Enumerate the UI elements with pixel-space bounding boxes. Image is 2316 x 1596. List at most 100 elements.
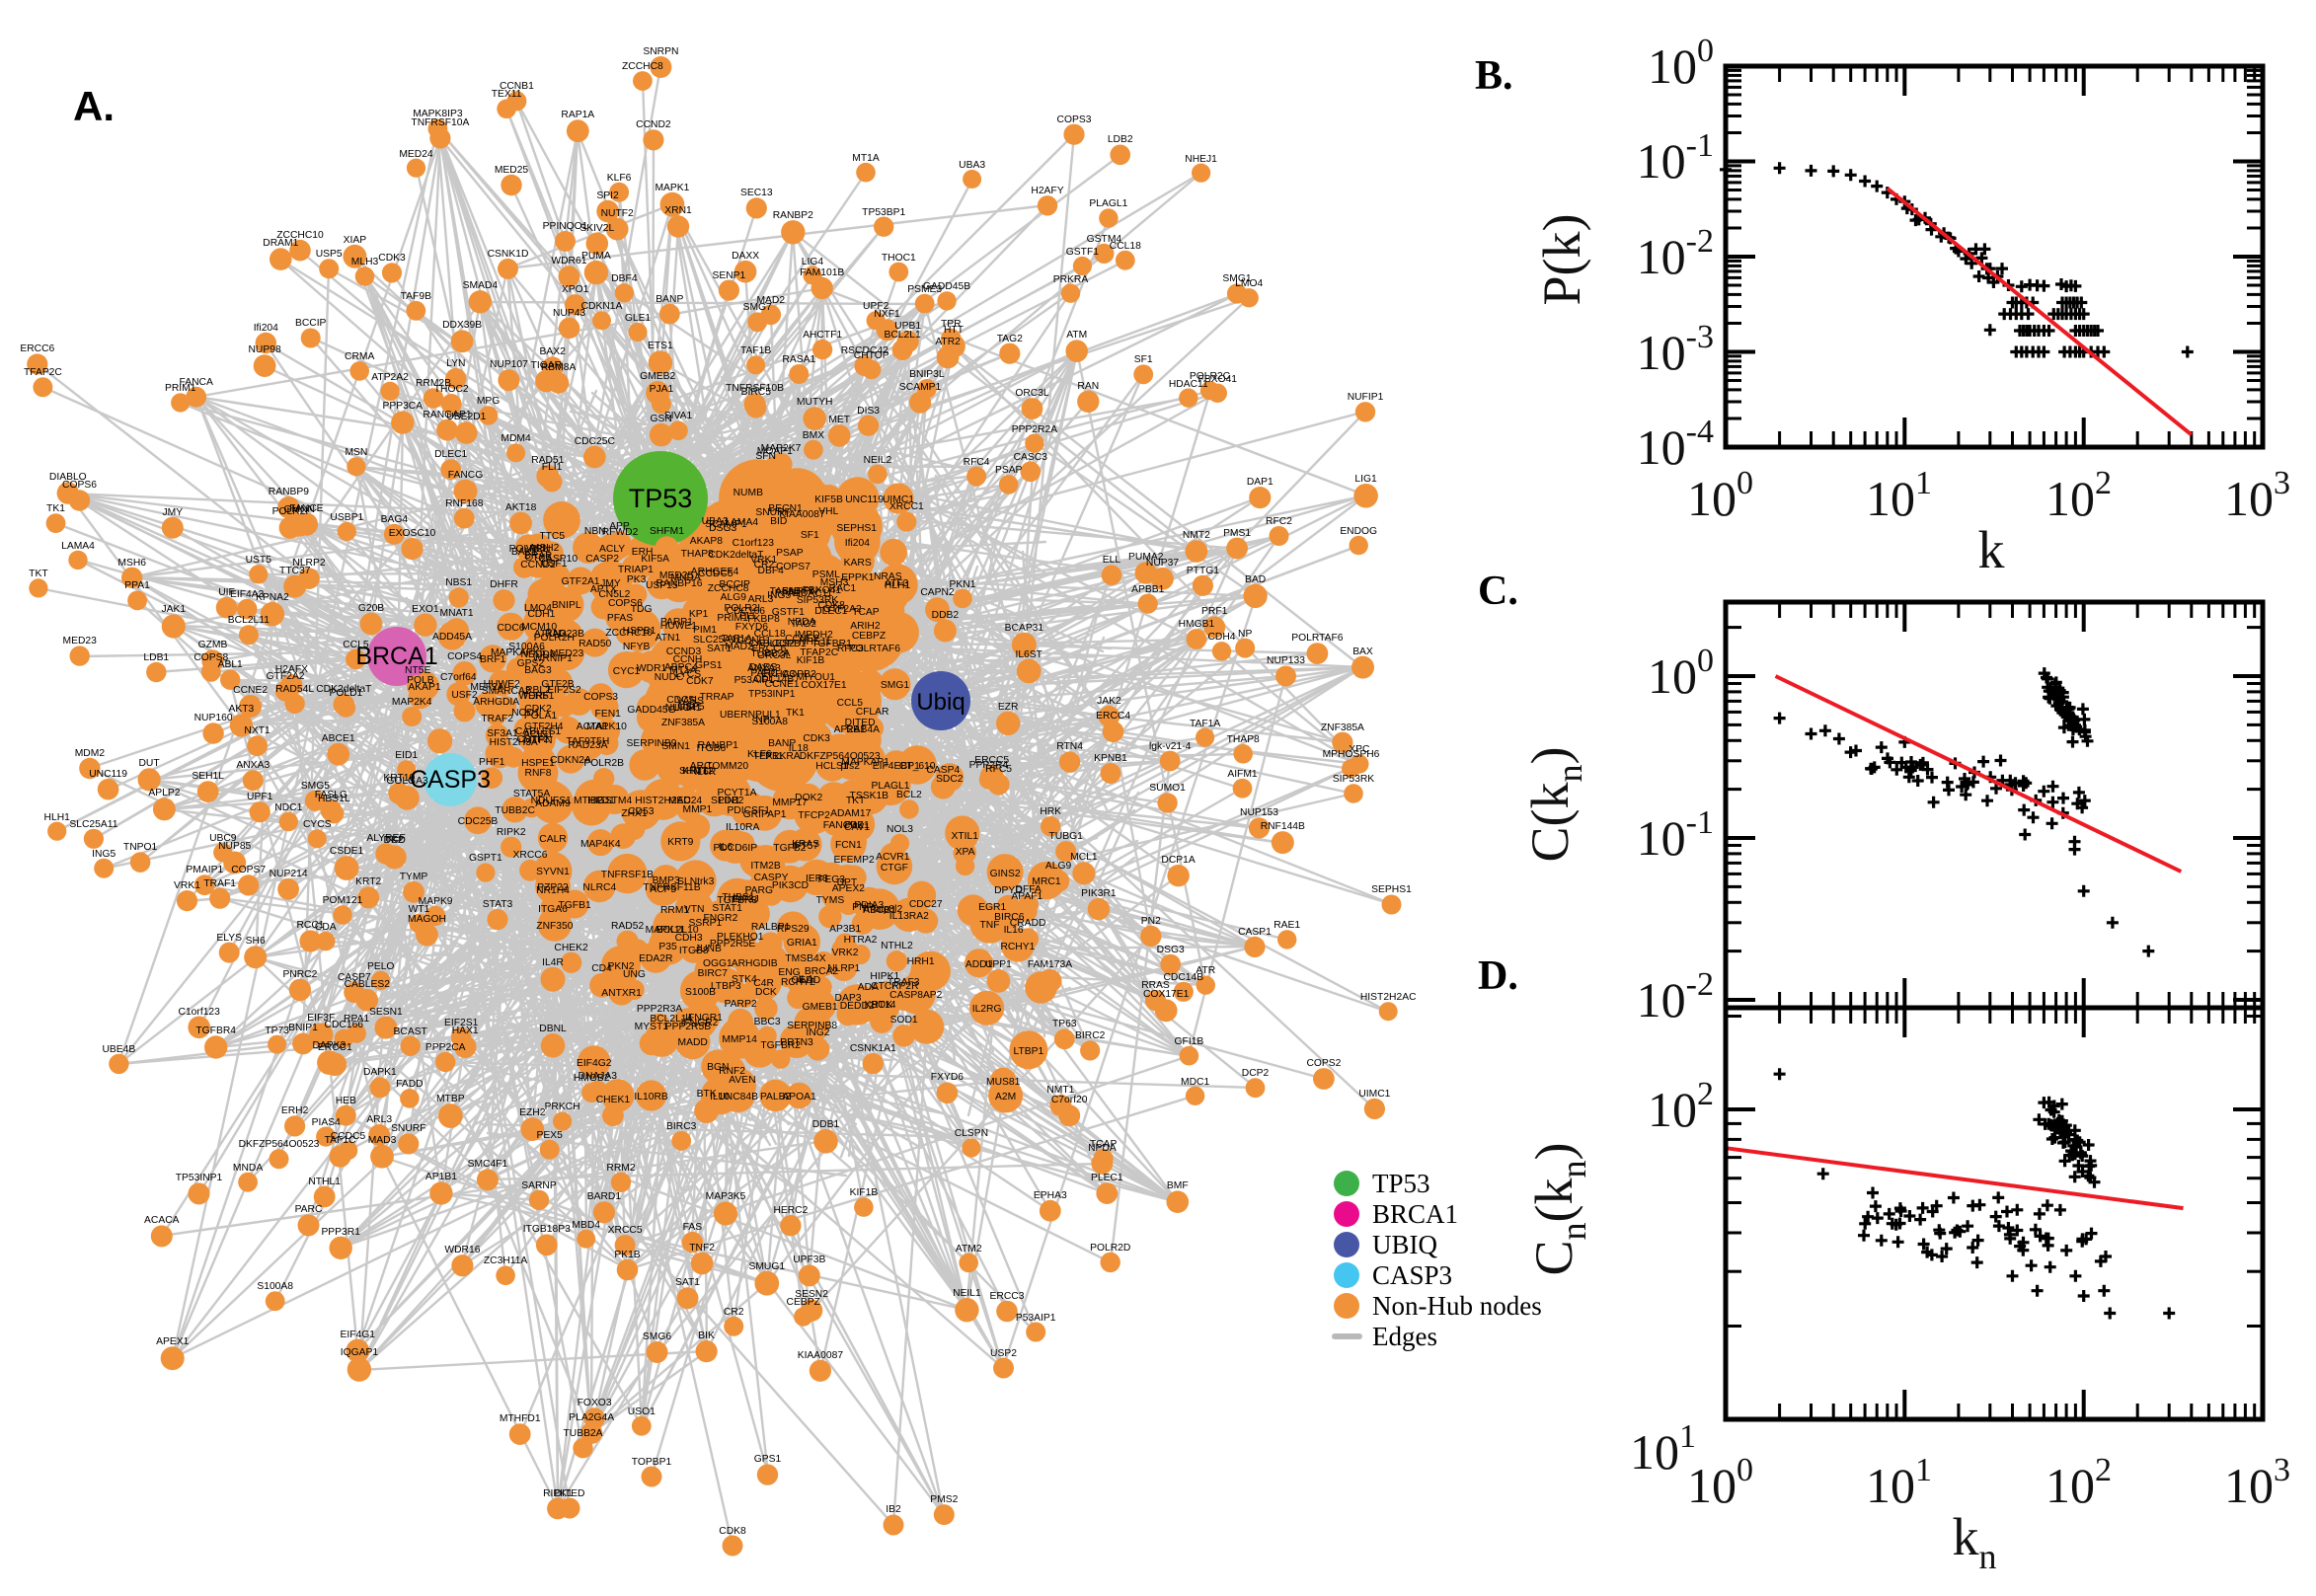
svg-text:FANCG: FANCG [448, 470, 483, 481]
svg-text:BCL2L11: BCL2L11 [228, 615, 270, 626]
svg-text:ERCC4: ERCC4 [1096, 711, 1130, 722]
svg-text:NFYB: NFYB [623, 642, 651, 652]
svg-text:NMT2: NMT2 [1183, 530, 1210, 541]
svg-text:CLSPN: CLSPN [955, 1128, 988, 1139]
svg-text:PTTG1: PTTG1 [1187, 566, 1219, 576]
svg-text:USBP1: USBP1 [330, 512, 363, 523]
svg-text:TKT: TKT [29, 569, 48, 579]
svg-text:EIF4A3: EIF4A3 [230, 589, 265, 600]
svg-text:GSN: GSN [651, 414, 672, 424]
svg-text:ANXA3: ANXA3 [236, 760, 270, 771]
svg-text:PRKRA: PRKRA [1053, 274, 1089, 285]
svg-text:PPP2CA: PPP2CA [425, 1042, 466, 1053]
svg-text:VRK1: VRK1 [174, 880, 200, 891]
svg-text:CASP3: CASP3 [410, 766, 491, 794]
svg-text:MCL1: MCL1 [1070, 852, 1098, 863]
svg-text:WDR16: WDR16 [444, 1245, 480, 1255]
svg-text:SLC25A11: SLC25A11 [693, 635, 741, 646]
svg-text:STAT1: STAT1 [712, 903, 742, 914]
svg-text:MMP1: MMP1 [683, 804, 713, 815]
svg-text:KIF5A: KIF5A [641, 554, 669, 565]
svg-text:AP2B1: AP2B1 [834, 724, 866, 735]
svg-text:MET: MET [828, 415, 850, 425]
svg-text:SAT1: SAT1 [675, 1277, 700, 1288]
svg-text:DARS: DARS [749, 662, 778, 673]
svg-text:APBB1: APBB1 [1131, 584, 1164, 595]
svg-text:DCP1A: DCP1A [1161, 855, 1195, 866]
svg-text:COPS7: COPS7 [231, 865, 266, 875]
svg-text:EIF2S1: EIF2S1 [444, 1018, 479, 1028]
svg-text:PELO: PELO [367, 961, 394, 972]
svg-text:EIF4EBP1: EIF4EBP1 [873, 761, 920, 772]
svg-text:EXO1: EXO1 [412, 604, 439, 615]
svg-text:MBD4: MBD4 [572, 1220, 600, 1231]
svg-text:GINS2: GINS2 [990, 869, 1021, 879]
svg-text:B.: B. [1475, 53, 1513, 99]
svg-text:PARP2: PARP2 [725, 999, 757, 1010]
svg-text:AKAP8: AKAP8 [690, 536, 723, 547]
svg-text:ETS1: ETS1 [648, 341, 673, 351]
svg-text:P(k): P(k) [1532, 214, 1591, 306]
svg-text:UBERNPUL1: UBERNPUL1 [720, 710, 781, 721]
svg-text:G20B: G20B [358, 603, 384, 614]
svg-text:NUP153: NUP153 [1240, 807, 1278, 818]
svg-text:PMAIP1: PMAIP1 [186, 865, 223, 875]
svg-text:SEH1L: SEH1L [192, 771, 224, 782]
svg-text:lgk-v21-4: lgk-v21-4 [1149, 741, 1192, 752]
svg-text:NUFIP1: NUFIP1 [1348, 392, 1384, 403]
svg-text:ING5: ING5 [92, 849, 116, 860]
svg-text:XRCC5: XRCC5 [608, 1225, 643, 1236]
svg-text:CCDC5: CCDC5 [331, 1131, 366, 1142]
svg-text:SNRPN: SNRPN [643, 46, 678, 57]
svg-text:DAP3: DAP3 [835, 993, 862, 1004]
svg-text:MSH6: MSH6 [117, 558, 146, 569]
svg-text:NR1H4: NR1H4 [536, 885, 570, 896]
svg-text:SEPHS1: SEPHS1 [836, 523, 877, 534]
svg-text:BNIP3L: BNIP3L [909, 369, 945, 380]
svg-text:ACTA1: ACTA1 [577, 722, 609, 732]
svg-text:SMG6: SMG6 [643, 1331, 671, 1342]
svg-text:Ubiq: Ubiq [916, 689, 965, 716]
svg-text:MAP4K4: MAP4K4 [580, 839, 621, 850]
svg-text:CYCS: CYCS [303, 819, 332, 830]
svg-text:C7orf64: C7orf64 [440, 672, 477, 683]
svg-text:PPINQO1: PPINQO1 [543, 221, 588, 232]
svg-text:NHEJ1: NHEJ1 [1185, 154, 1217, 165]
svg-text:CASP10: CASP10 [539, 554, 579, 565]
svg-text:A.: A. [73, 83, 115, 129]
svg-text:D.: D. [1478, 953, 1518, 999]
svg-text:ARHGEF4: ARHGEF4 [691, 567, 739, 577]
svg-text:APEX1: APEX1 [156, 1336, 189, 1347]
svg-text:SEPHS1: SEPHS1 [1371, 884, 1412, 895]
svg-text:GSTF1: GSTF1 [1066, 247, 1099, 258]
svg-text:LDB1: LDB1 [143, 652, 169, 663]
svg-text:GADD45B: GADD45B [923, 281, 970, 292]
svg-text:RIPK2: RIPK2 [497, 827, 526, 838]
svg-text:TNF2: TNF2 [689, 1243, 715, 1254]
svg-text:PNRC2: PNRC2 [282, 969, 317, 980]
svg-text:k: k [1978, 520, 2005, 579]
svg-text:BIRC7: BIRC7 [698, 968, 729, 979]
svg-text:RFC3: RFC3 [837, 644, 864, 654]
svg-text:PPA1: PPA1 [124, 580, 150, 591]
svg-text:MAGOH: MAGOH [408, 914, 446, 925]
svg-text:PCYT1A: PCYT1A [717, 788, 756, 798]
svg-text:BCAST: BCAST [394, 1026, 428, 1037]
svg-text:CSNK1A1: CSNK1A1 [850, 1043, 896, 1054]
svg-text:HBS1L: HBS1L [318, 794, 350, 804]
svg-text:IL2RG: IL2RG [972, 1004, 1002, 1015]
svg-text:CASC3: CASC3 [1014, 452, 1048, 463]
svg-text:CEBPZ: CEBPZ [852, 631, 886, 642]
svg-text:PKN1: PKN1 [950, 579, 976, 590]
svg-text:PLA2G4A: PLA2G4A [569, 1412, 614, 1423]
svg-text:MDC1: MDC1 [1181, 1077, 1209, 1088]
svg-text:MUS81: MUS81 [986, 1077, 1021, 1088]
svg-text:TAF9B: TAF9B [401, 291, 431, 302]
svg-text:VRK1: VRK1 [750, 555, 777, 566]
svg-text:ATP2A2: ATP2A2 [371, 372, 409, 383]
svg-text:BRCA1: BRCA1 [355, 643, 437, 670]
svg-text:NUP85: NUP85 [218, 841, 251, 852]
svg-text:BRCA2: BRCA2 [805, 966, 839, 977]
svg-text:PMS1: PMS1 [1223, 528, 1251, 539]
svg-text:ERH2: ERH2 [281, 1105, 309, 1116]
